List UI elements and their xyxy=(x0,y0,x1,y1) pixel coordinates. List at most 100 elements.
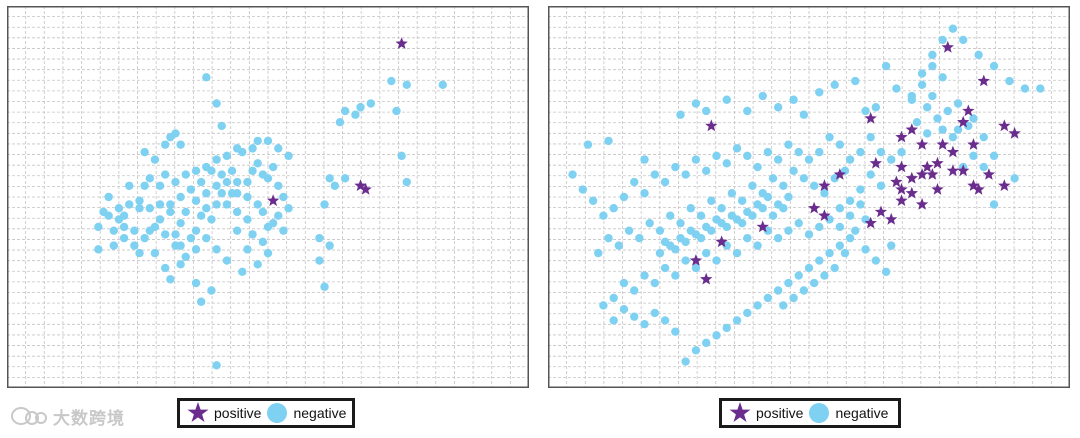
data-point-negative xyxy=(702,248,711,258)
data-point-positive xyxy=(915,138,929,150)
data-point-negative xyxy=(948,24,958,33)
data-point-negative xyxy=(763,293,773,303)
data-point-negative xyxy=(207,166,216,176)
data-point-negative xyxy=(191,196,201,205)
data-point-negative xyxy=(830,263,839,273)
data-point-negative xyxy=(248,144,257,153)
data-point-negative xyxy=(217,170,226,179)
data-point-negative xyxy=(263,248,273,258)
data-point-positive xyxy=(982,168,996,180)
data-point-negative xyxy=(696,211,706,220)
grid xyxy=(7,6,529,388)
data-point-negative xyxy=(732,215,742,224)
data-point-negative xyxy=(840,248,850,258)
data-point-negative xyxy=(820,189,829,198)
data-point-negative xyxy=(804,230,814,239)
data-point-positive xyxy=(818,179,831,191)
data-point-positive xyxy=(926,168,939,180)
data-point-negative xyxy=(232,226,242,235)
data-point-negative xyxy=(809,278,819,288)
data-point-negative xyxy=(917,69,927,78)
data-point-negative xyxy=(150,222,160,232)
data-point-negative xyxy=(989,61,999,71)
data-point-negative xyxy=(1036,84,1045,93)
data-point-negative xyxy=(212,200,221,209)
data-point-negative xyxy=(712,256,721,265)
data-point-negative xyxy=(681,170,690,179)
data-point-positive xyxy=(885,212,898,225)
data-point-positive xyxy=(967,138,980,150)
data-point-negative xyxy=(650,170,659,179)
data-point-negative xyxy=(851,226,860,235)
data-point-positive xyxy=(921,160,934,173)
data-point-negative xyxy=(114,204,124,213)
data-point-negative xyxy=(119,222,129,232)
data-point-negative xyxy=(387,76,396,86)
data-point-negative xyxy=(743,233,752,243)
data-point-negative xyxy=(748,181,757,190)
data-point-negative xyxy=(773,103,783,112)
data-point-negative xyxy=(753,301,762,310)
data-point-negative xyxy=(845,196,855,205)
data-point-negative xyxy=(619,305,629,314)
data-point-positive xyxy=(689,254,703,266)
data-point-negative xyxy=(119,233,129,243)
data-point-negative xyxy=(335,118,345,127)
data-point-negative xyxy=(186,233,196,243)
data-point-negative xyxy=(835,204,845,213)
data-point-negative xyxy=(609,316,618,325)
data-point-negative xyxy=(212,99,221,108)
data-point-negative xyxy=(325,174,334,183)
data-point-negative xyxy=(773,200,783,209)
data-point-negative xyxy=(279,226,288,235)
data-point-negative xyxy=(263,174,273,183)
data-point-negative xyxy=(881,267,891,276)
legend-label-negative: negative xyxy=(835,405,889,421)
left-legend: positive negative xyxy=(177,398,355,428)
data-point-negative xyxy=(856,185,865,194)
data-point-positive xyxy=(905,123,918,135)
data-point-negative xyxy=(181,170,190,179)
data-point-negative xyxy=(171,177,180,187)
data-point-negative xyxy=(253,200,262,209)
data-point-negative xyxy=(702,338,711,348)
data-point-negative xyxy=(702,106,711,116)
data-point-negative xyxy=(253,136,262,146)
data-point-negative xyxy=(876,181,886,190)
data-point-negative xyxy=(779,181,788,190)
data-point-negative xyxy=(794,147,803,157)
plot-frame xyxy=(548,6,1070,388)
star-icon xyxy=(187,402,209,422)
data-point-negative xyxy=(784,192,793,202)
data-point-negative xyxy=(989,200,999,209)
legend-label-positive: positive xyxy=(214,405,262,421)
data-point-positive xyxy=(1008,126,1021,139)
data-point-negative xyxy=(727,189,737,198)
data-point-negative xyxy=(974,50,983,60)
data-point-negative xyxy=(402,177,411,187)
data-point-positive xyxy=(941,40,954,53)
data-point-negative xyxy=(804,263,814,273)
data-point-negative xyxy=(243,245,252,254)
series-negative xyxy=(94,73,447,370)
data-point-negative xyxy=(799,286,809,295)
data-point-positive xyxy=(395,37,408,49)
data-point-positive xyxy=(354,179,367,191)
data-point-negative xyxy=(773,286,783,295)
data-point-negative xyxy=(691,346,701,355)
data-point-negative xyxy=(109,241,119,250)
data-point-negative xyxy=(681,237,690,247)
data-point-negative xyxy=(948,132,958,142)
data-point-positive xyxy=(972,183,985,195)
data-point-negative xyxy=(666,211,675,220)
chat-bubble-logo-icon xyxy=(11,406,47,425)
data-point-negative xyxy=(222,256,232,265)
data-point-negative xyxy=(248,166,257,176)
data-point-negative xyxy=(125,181,134,190)
data-point-positive xyxy=(946,145,960,158)
legend-label-negative: negative xyxy=(293,405,347,421)
data-point-negative xyxy=(268,162,278,172)
data-point-negative xyxy=(202,233,211,243)
data-point-negative xyxy=(835,140,845,149)
data-point-negative xyxy=(640,155,649,164)
